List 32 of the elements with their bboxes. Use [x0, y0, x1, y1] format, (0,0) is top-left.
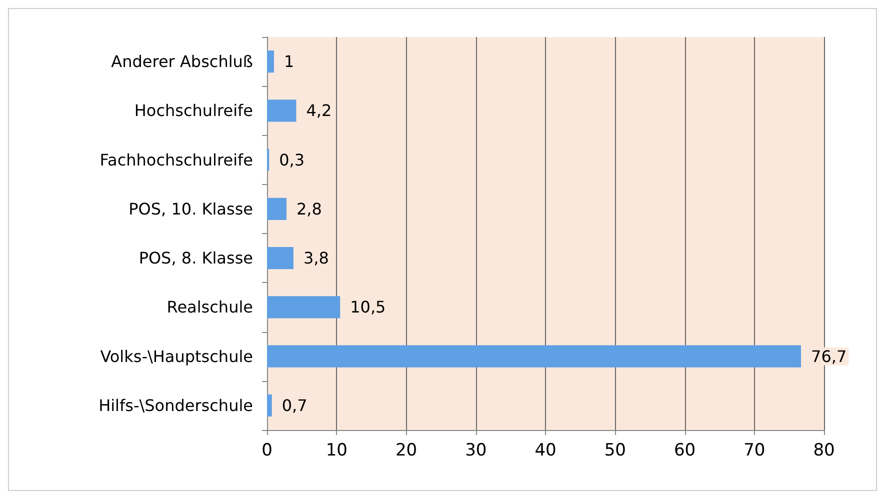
bar: [267, 247, 294, 270]
x-tick-label: 50: [604, 440, 626, 460]
y-tick-label: Hilfs-\Sonderschule: [98, 396, 253, 415]
data-label: 2,8: [296, 199, 322, 218]
data-label: 10,5: [350, 298, 386, 317]
bar: [267, 50, 274, 73]
bar: [267, 100, 296, 122]
y-tick-label: Realschule: [166, 298, 253, 317]
x-tick-label: 20: [395, 440, 418, 460]
x-tick-label: 10: [326, 440, 348, 460]
bar: [267, 296, 340, 318]
data-label: 3,8: [303, 248, 329, 268]
bar: [267, 394, 272, 416]
bar: [267, 345, 802, 368]
y-tick-label: Fachhochschulreife: [100, 150, 253, 170]
y-tick-label: POS, 8. Klasse: [138, 248, 253, 268]
data-label: 4,2: [306, 101, 332, 120]
x-tick-label: 80: [813, 440, 835, 460]
y-tick-label: POS, 10. Klasse: [128, 199, 253, 218]
x-tick-label: 60: [674, 440, 696, 460]
x-tick-label: 0: [262, 440, 272, 460]
y-tick-label: Hochschulreife: [134, 101, 253, 120]
y-tick-label: Volks-\Hauptschule: [100, 346, 253, 366]
y-tick-label: Anderer Abschluß: [111, 52, 253, 72]
data-label: 76,7: [811, 346, 847, 366]
data-label: 0,3: [279, 150, 305, 170]
x-tick-label: 70: [744, 440, 766, 460]
x-tick-label: 30: [465, 440, 487, 460]
x-tick-label: 40: [534, 440, 556, 460]
bar: [267, 198, 286, 220]
data-label: 0,7: [282, 396, 308, 415]
data-label: 1: [284, 52, 294, 72]
